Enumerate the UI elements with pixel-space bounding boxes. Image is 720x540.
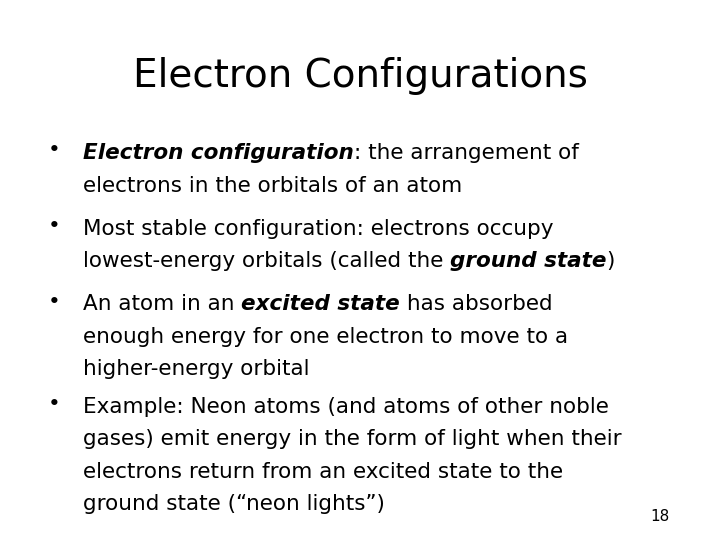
Text: •: • xyxy=(48,394,60,414)
Text: lowest-energy orbitals (called the: lowest-energy orbitals (called the xyxy=(83,251,450,271)
Text: ground state (“neon lights”): ground state (“neon lights”) xyxy=(83,494,384,514)
Text: 18: 18 xyxy=(650,509,670,524)
Text: Most stable configuration: electrons occupy: Most stable configuration: electrons occ… xyxy=(83,219,553,239)
Text: •: • xyxy=(48,140,60,160)
Text: •: • xyxy=(48,292,60,312)
Text: : the arrangement of: : the arrangement of xyxy=(354,143,578,163)
Text: •: • xyxy=(48,216,60,236)
Text: ): ) xyxy=(606,251,615,271)
Text: Electron configuration: Electron configuration xyxy=(83,143,354,163)
Text: An atom in an: An atom in an xyxy=(83,294,241,314)
Text: higher-energy orbital: higher-energy orbital xyxy=(83,359,310,379)
Text: excited state: excited state xyxy=(241,294,400,314)
Text: electrons return from an excited state to the: electrons return from an excited state t… xyxy=(83,462,563,482)
Text: enough energy for one electron to move to a: enough energy for one electron to move t… xyxy=(83,327,568,347)
Text: Example: Neon atoms (and atoms of other noble: Example: Neon atoms (and atoms of other … xyxy=(83,397,608,417)
Text: Electron Configurations: Electron Configurations xyxy=(132,57,588,94)
Text: gases) emit energy in the form of light when their: gases) emit energy in the form of light … xyxy=(83,429,621,449)
Text: has absorbed: has absorbed xyxy=(400,294,552,314)
Text: ground state: ground state xyxy=(450,251,606,271)
Text: electrons in the orbitals of an atom: electrons in the orbitals of an atom xyxy=(83,176,462,195)
